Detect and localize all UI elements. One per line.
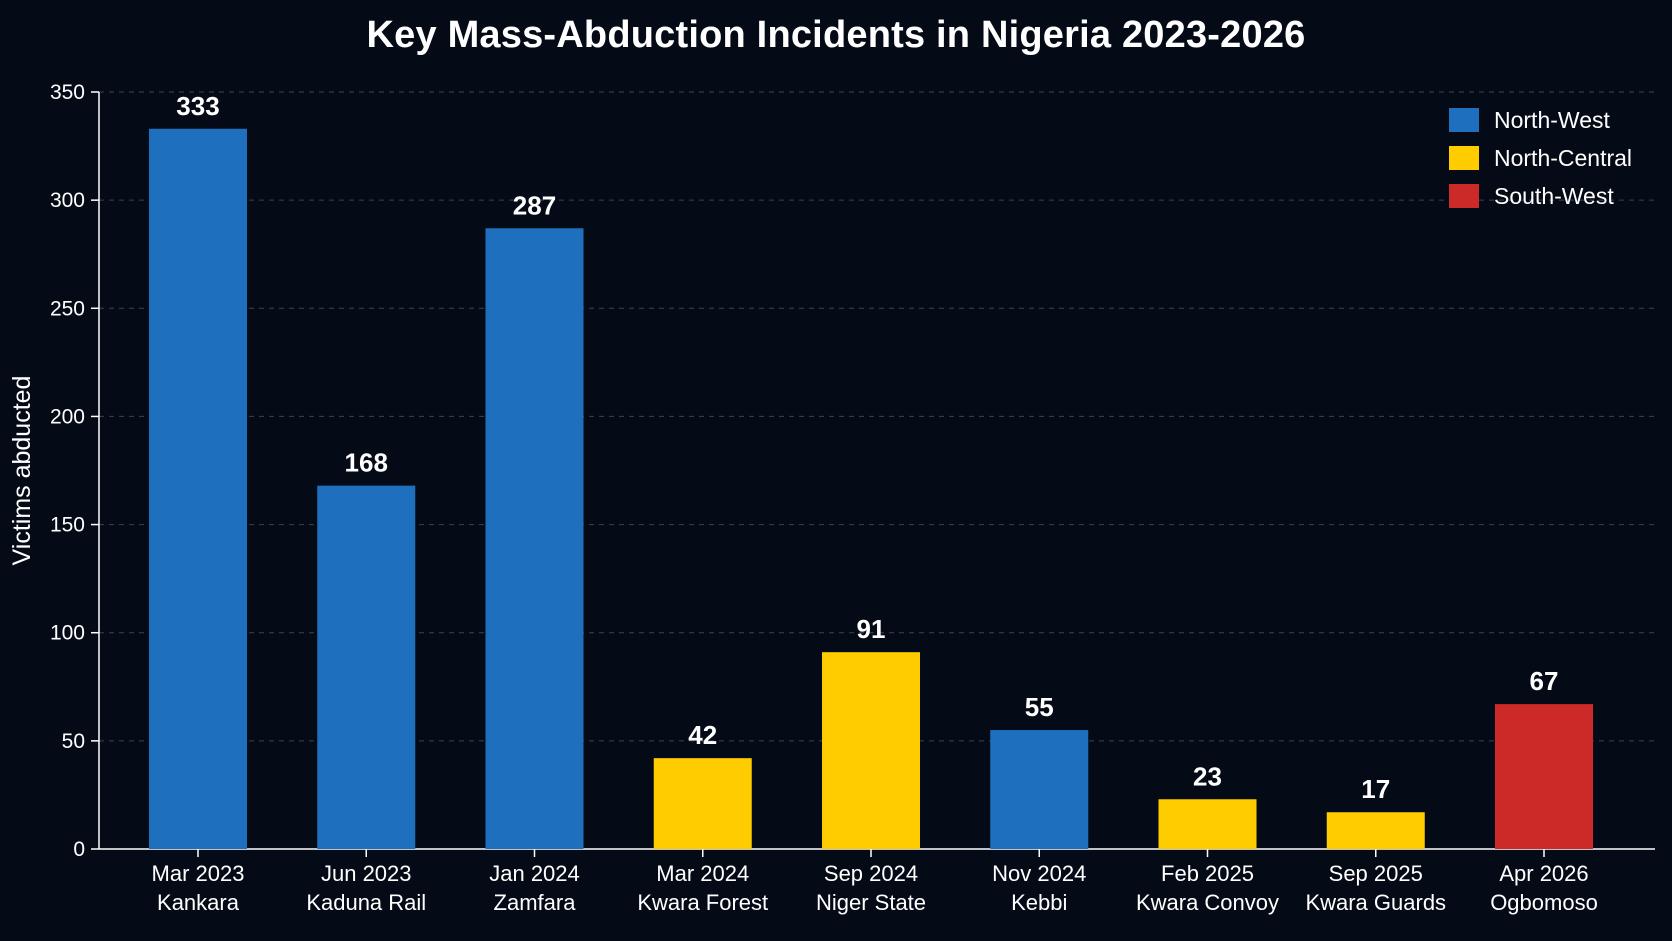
x-tick-label: Kwara Convoy (1136, 890, 1279, 915)
bar[interactable] (1158, 799, 1257, 849)
x-tick-label: Feb 2025 (1161, 861, 1254, 886)
legend-label: North-West (1494, 107, 1610, 133)
legend-swatch (1449, 108, 1479, 132)
x-tick-label: Kaduna Rail (306, 890, 426, 915)
bar[interactable] (149, 128, 247, 850)
x-tick-label: Jan 2024 (489, 861, 580, 886)
x-tick-label: Kwara Forest (637, 890, 768, 915)
bar[interactable] (317, 485, 416, 849)
x-tick-label: Nov 2024 (992, 861, 1086, 886)
legend-label: North-Central (1494, 145, 1632, 171)
bar-value-label: 17 (1361, 774, 1390, 804)
bar[interactable] (990, 730, 1089, 849)
y-tick-label: 150 (50, 514, 85, 537)
chart-title: Key Mass-Abduction Incidents in Nigeria … (366, 14, 1306, 56)
bar[interactable] (653, 758, 752, 849)
x-tick-label: Kebbi (1011, 890, 1067, 915)
x-tick-label: Niger State (816, 890, 926, 915)
bar[interactable] (1326, 812, 1425, 849)
x-tick-label: Mar 2023 (152, 861, 245, 886)
bar-value-label: 67 (1530, 666, 1559, 696)
bar[interactable] (1495, 704, 1593, 849)
x-tick-label: Sep 2025 (1329, 861, 1423, 886)
x-tick-label: Zamfara (494, 890, 577, 915)
bar-value-label: 333 (176, 91, 219, 121)
bar[interactable] (822, 652, 920, 849)
bar-value-label: 42 (688, 720, 717, 750)
bar-value-label: 91 (857, 614, 886, 644)
y-axis-label: Victims abducted (8, 376, 36, 566)
bar-value-label: 23 (1193, 761, 1222, 791)
y-tick-label: 300 (50, 189, 85, 212)
legend-swatch (1449, 146, 1479, 170)
y-tick-label: 350 (50, 81, 85, 104)
x-tick-label: Kankara (157, 890, 240, 915)
y-tick-label: 50 (62, 730, 85, 753)
legend-swatch (1449, 184, 1479, 208)
bar-value-label: 55 (1025, 692, 1054, 722)
x-tick-label: Sep 2024 (824, 861, 918, 886)
legend-label: South-West (1494, 183, 1614, 209)
y-tick-label: 200 (50, 405, 85, 428)
bar-value-label: 168 (345, 448, 388, 478)
x-tick-label: Ogbomoso (1490, 890, 1598, 915)
x-tick-label: Mar 2024 (656, 861, 749, 886)
y-tick-label: 100 (50, 622, 85, 645)
bar[interactable] (485, 228, 584, 849)
y-tick-label: 0 (73, 838, 85, 861)
y-tick-label: 250 (50, 297, 85, 320)
x-tick-label: Apr 2026 (1499, 861, 1588, 886)
x-tick-label: Kwara Guards (1305, 890, 1446, 915)
x-tick-label: Jun 2023 (321, 861, 412, 886)
bar-value-label: 287 (513, 190, 556, 220)
